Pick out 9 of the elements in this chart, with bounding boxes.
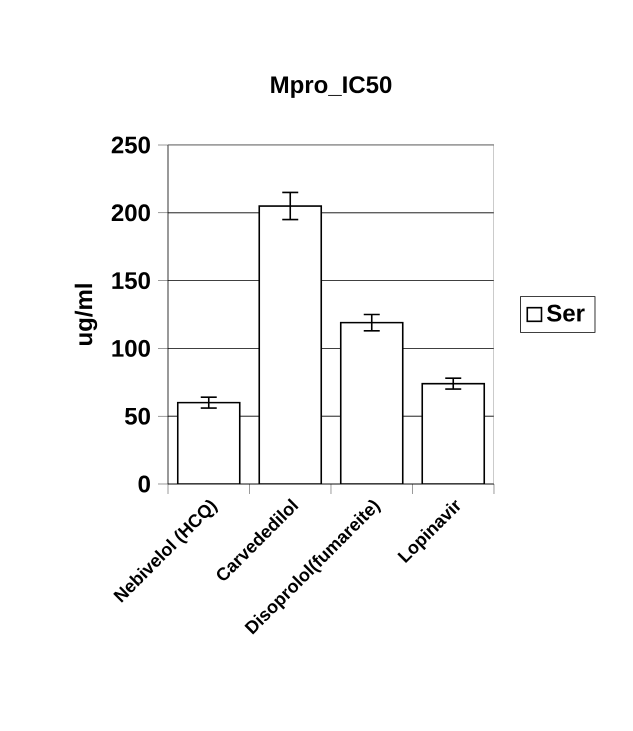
y-tick-label: 50 xyxy=(124,408,150,425)
y-tick-label: 200 xyxy=(112,204,150,222)
chart-title: Mpro_IC50 xyxy=(271,76,392,98)
y-tick-label: 100 xyxy=(112,340,150,357)
y-tick-label: 0 xyxy=(138,476,150,492)
legend-label: Ser xyxy=(546,304,585,322)
y-tick-label: 250 xyxy=(112,136,150,154)
y-axis-title: ug/ml xyxy=(74,284,98,346)
y-tick-label: 150 xyxy=(112,272,150,290)
